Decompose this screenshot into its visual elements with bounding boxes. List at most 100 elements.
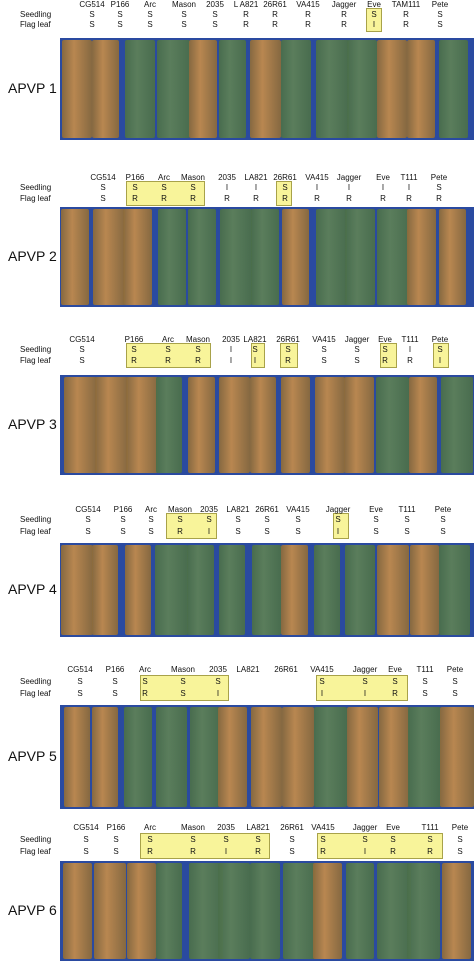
flag-leaf-value: R bbox=[142, 689, 148, 698]
leaf bbox=[315, 377, 346, 473]
flag-leaf-value: S bbox=[100, 194, 106, 203]
variety-name: Mason bbox=[180, 173, 206, 182]
variety-name: Jagger bbox=[352, 823, 378, 832]
leaf bbox=[60, 209, 90, 305]
leaf bbox=[94, 377, 129, 473]
leaf-photo bbox=[60, 543, 474, 637]
variety-name: P166 bbox=[125, 173, 145, 182]
flag-leaf-value: R bbox=[243, 20, 249, 29]
leaf bbox=[63, 707, 91, 807]
flag-leaf-value: R bbox=[436, 194, 442, 203]
variety-name: Eve bbox=[369, 505, 383, 514]
flag-leaf-value: R bbox=[403, 20, 409, 29]
leaf bbox=[250, 209, 279, 305]
flag-leaf-value: R bbox=[392, 689, 398, 698]
variety-name: CG514 bbox=[79, 0, 105, 9]
flag-leaf-row-label: Flag leaf bbox=[20, 527, 51, 536]
variety-name: LA821 bbox=[246, 823, 270, 832]
leaf bbox=[249, 40, 281, 138]
leaf bbox=[189, 40, 218, 138]
seedling-value: S bbox=[422, 677, 428, 686]
seedling-value: I bbox=[408, 345, 412, 354]
leaf bbox=[124, 707, 152, 807]
seedling-value: S bbox=[113, 835, 119, 844]
seedling-value: S bbox=[212, 10, 218, 19]
flag-leaf-value: R bbox=[285, 356, 291, 365]
leaf-photo bbox=[60, 207, 474, 307]
seedling-value: S bbox=[371, 10, 377, 19]
seedling-value: R bbox=[272, 10, 278, 19]
leaf-photo bbox=[60, 705, 474, 809]
flag-leaf-value: S bbox=[321, 356, 327, 365]
seedling-value: I bbox=[225, 183, 229, 192]
seedling-value: S bbox=[117, 10, 123, 19]
seedling-value: S bbox=[285, 345, 291, 354]
variety-name: 2035 bbox=[209, 665, 227, 674]
seedling-row-label: Seedling bbox=[20, 835, 52, 844]
variety-name: T111 bbox=[398, 505, 416, 514]
leaf bbox=[155, 545, 188, 635]
panel-label: APVP 4 bbox=[8, 581, 57, 597]
leaf bbox=[219, 40, 247, 138]
variety-name: Pete bbox=[431, 0, 449, 9]
leaf bbox=[441, 863, 471, 959]
seedling-row-label: Seedling bbox=[20, 515, 52, 524]
variety-name: Arc bbox=[162, 335, 174, 344]
seedling-value: R bbox=[341, 10, 347, 19]
flag-leaf-value: S bbox=[180, 689, 186, 698]
seedling-value: S bbox=[165, 345, 171, 354]
leaf bbox=[217, 707, 248, 807]
flag-leaf-value: S bbox=[112, 689, 118, 698]
leaf bbox=[189, 707, 220, 807]
flag-leaf-value: S bbox=[77, 689, 83, 698]
highlight-box bbox=[317, 833, 443, 859]
seedling-value: I bbox=[229, 345, 233, 354]
seedling-value: S bbox=[79, 345, 85, 354]
panel-label: APVP 6 bbox=[8, 902, 57, 918]
flag-leaf-value: R bbox=[131, 356, 137, 365]
flag-leaf-value: R bbox=[190, 194, 196, 203]
seedling-value: S bbox=[295, 515, 301, 524]
variety-name: CG514 bbox=[69, 335, 95, 344]
flag-leaf-row-label: Flag leaf bbox=[20, 356, 51, 365]
variety-name: Jagger bbox=[331, 0, 357, 9]
flag-leaf-value: R bbox=[255, 847, 261, 856]
highlight-box bbox=[126, 181, 205, 206]
flag-leaf-value: S bbox=[289, 847, 295, 856]
variety-name: VA415 bbox=[305, 173, 329, 182]
flag-leaf-value: S bbox=[295, 527, 301, 536]
leaf bbox=[345, 545, 375, 635]
panel-label: APVP 3 bbox=[8, 416, 57, 432]
seedling-value: S bbox=[373, 515, 379, 524]
leaf bbox=[376, 209, 410, 305]
leaf bbox=[439, 209, 467, 305]
seedling-value: S bbox=[427, 835, 433, 844]
leaf bbox=[250, 377, 277, 473]
flag-leaf-value: I bbox=[229, 356, 233, 365]
flag-leaf-value: R bbox=[190, 847, 196, 856]
variety-name: LA821 bbox=[243, 335, 267, 344]
seedling-value: I bbox=[381, 183, 385, 192]
leaf-photo bbox=[60, 861, 474, 961]
leaf bbox=[315, 40, 350, 138]
flag-leaf-value: R bbox=[314, 194, 320, 203]
variety-name: LA821 bbox=[236, 665, 260, 674]
seedling-value: S bbox=[147, 10, 153, 19]
leaf bbox=[408, 707, 441, 807]
leaf bbox=[187, 545, 214, 635]
flag-leaf-value: S bbox=[404, 527, 410, 536]
seedling-value: S bbox=[112, 677, 118, 686]
variety-name: P166 bbox=[105, 665, 125, 674]
leaf bbox=[439, 545, 471, 635]
seedling-value: S bbox=[190, 183, 196, 192]
leaf bbox=[280, 377, 311, 473]
seedling-value: S bbox=[195, 345, 201, 354]
leaf bbox=[407, 40, 436, 138]
variety-name: VA415 bbox=[312, 335, 336, 344]
variety-name: L A821 bbox=[233, 0, 259, 9]
variety-name: 26R61 bbox=[276, 335, 300, 344]
variety-name: Arc bbox=[144, 823, 156, 832]
variety-name: Jagger bbox=[352, 665, 378, 674]
leaf bbox=[313, 545, 341, 635]
seedling-value: S bbox=[132, 183, 138, 192]
